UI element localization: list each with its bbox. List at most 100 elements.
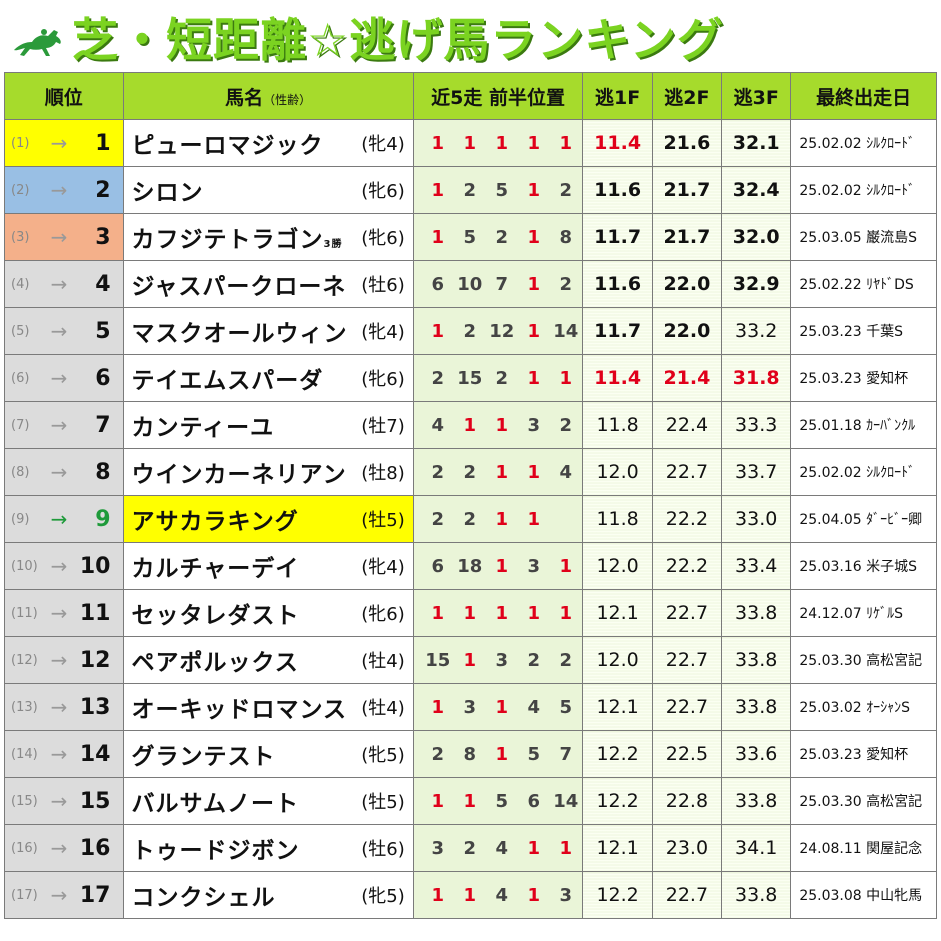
header-f1: 逃1F [582, 72, 653, 120]
previous-rank: (1) [11, 135, 30, 151]
header-rank: 順位 [4, 72, 124, 120]
f3-time: 34.1 [721, 824, 792, 872]
rank-cell: (8) → 8 [4, 448, 124, 496]
position-value: 4 [431, 414, 444, 436]
previous-rank: (2) [11, 182, 30, 198]
table-header-row: 順位 馬名（性齢） 近5走 前半位置 逃1F 逃2F 逃3F 最終出走日 [4, 72, 937, 120]
position-value: 1 [495, 602, 508, 624]
position-value: 6 [431, 555, 444, 577]
previous-rank: (15) [11, 793, 38, 809]
f1-time: 12.0 [582, 636, 653, 684]
f2-time: 22.8 [651, 777, 723, 825]
position-value: 3 [495, 649, 508, 671]
position-value: 1 [431, 884, 444, 906]
horse-sex-age: (牡4) [361, 698, 405, 719]
f3-time: 32.9 [721, 260, 792, 308]
horse-name: ジャスパークローネ [132, 267, 362, 301]
positions-cell: 1 1 5 6 14 [412, 777, 584, 825]
horse-sex-age: (牡5) [361, 792, 405, 813]
position-value: 1 [527, 508, 540, 530]
position-value: 2 [463, 461, 476, 483]
f2-time: 21.6 [651, 119, 723, 167]
header-positions: 近5走 前半位置 [412, 72, 584, 120]
position-value: 15 [425, 649, 451, 671]
table-row: (16) → 16 トゥードジボン (牡6) 3 2 4 1 1 12.1 23.0 34.1 24.08… [4, 824, 937, 872]
f1-time: 12.2 [582, 730, 653, 778]
horse-name: シロン [132, 173, 362, 207]
position-value: 1 [463, 790, 476, 812]
position-value: 4 [527, 696, 540, 718]
horse-name: カルチャーデイ [132, 549, 362, 583]
positions-cell: 6 10 7 1 2 [412, 260, 584, 308]
rank-cell: (17) → 17 [4, 871, 124, 919]
f1-time: 12.1 [582, 824, 653, 872]
last-race: 25.01.18 ｶｰﾊﾞﾝｸﾙ [790, 401, 937, 449]
position-value: 1 [495, 132, 508, 154]
horse-sex-age: (牝5) [361, 745, 405, 766]
horse-cell: ペアポルックス (牡4) [122, 636, 414, 684]
position-value: 1 [463, 602, 476, 624]
rank-cell: (1) → 1 [4, 119, 124, 167]
position-value: 1 [463, 649, 476, 671]
position-value: 2 [559, 414, 572, 436]
last-race: 25.02.22 ﾘﾔﾄﾞDS [790, 260, 937, 308]
table-row: (2) → 2 シロン (牝6) 1 2 5 1 2 11.6 21.7 32.4 25.02.02 ｼﾙ… [4, 166, 937, 214]
f2-time: 22.7 [651, 448, 723, 496]
horse-name-text: アサカラキング [131, 509, 299, 535]
position-value: 1 [431, 179, 444, 201]
horse-name-text: テイエムスパーダ [131, 368, 324, 394]
horse-sex-age: (牝6) [361, 604, 405, 625]
last-race: 25.03.23 愛知杯 [790, 730, 937, 778]
f3-time: 33.7 [721, 448, 792, 496]
horse-cell: アサカラキング (牡5) [122, 495, 414, 543]
position-value: 1 [495, 508, 508, 530]
position-value: 2 [559, 649, 572, 671]
f3-time: 33.8 [721, 636, 792, 684]
previous-rank: (5) [11, 323, 30, 339]
horse-sex-age: (牝4) [361, 557, 405, 578]
f1-time: 12.2 [582, 871, 653, 919]
position-value: 2 [463, 320, 476, 342]
horse-name-text: マスクオールウィン [131, 321, 348, 347]
f3-time: 31.8 [721, 354, 792, 402]
table-row: (14) → 14 グランテスト (牝5) 2 8 1 5 7 12.2 22.5 33.6 25.03.… [4, 730, 937, 778]
table-row: (1) → 1 ピューロマジック (牝4) 1 1 1 1 1 11.4 21.6 32.1 25.02.… [4, 119, 937, 167]
f1-time: 12.2 [582, 777, 653, 825]
f3-time: 33.6 [721, 730, 792, 778]
horse-sex-age: (牝4) [361, 322, 405, 343]
f2-time: 22.7 [651, 589, 723, 637]
f3-time: 33.8 [721, 683, 792, 731]
position-value: 1 [527, 884, 540, 906]
position-value: 5 [527, 743, 540, 765]
rank-cell: (14) → 14 [4, 730, 124, 778]
last-race: 25.02.02 ｼﾙｸﾛｰﾄﾞ [790, 119, 937, 167]
position-value: 2 [463, 508, 476, 530]
arrow-right-icon: → [50, 178, 68, 202]
position-value: 3 [527, 555, 540, 577]
rank-cell: (5) → 5 [4, 307, 124, 355]
horse-name-text: コンクシェル [131, 885, 276, 911]
last-race: 25.03.05 巌流島S [790, 213, 937, 261]
positions-cell: 2 15 2 1 1 [412, 354, 584, 402]
arrow-right-icon: → [50, 836, 68, 860]
f2-time: 22.0 [651, 307, 723, 355]
horse-sex-age: (牡8) [361, 463, 405, 484]
header-last-race: 最終出走日 [790, 72, 937, 120]
position-value: 1 [527, 132, 540, 154]
rank-cell: (3) → 3 [4, 213, 124, 261]
horse-name: アサカラキング [131, 502, 362, 536]
position-value: 2 [431, 743, 444, 765]
position-value: 2 [431, 367, 444, 389]
position-value: 1 [431, 790, 444, 812]
horse-name-text: バルサムノート [131, 791, 300, 817]
arrow-right-icon: → [50, 460, 68, 484]
rank-cell: (4) → 4 [4, 260, 124, 308]
previous-rank: (16) [11, 840, 38, 856]
current-rank: 15 [79, 788, 111, 814]
horse-name: トゥードジボン [132, 831, 362, 865]
position-value: 14 [553, 790, 579, 812]
